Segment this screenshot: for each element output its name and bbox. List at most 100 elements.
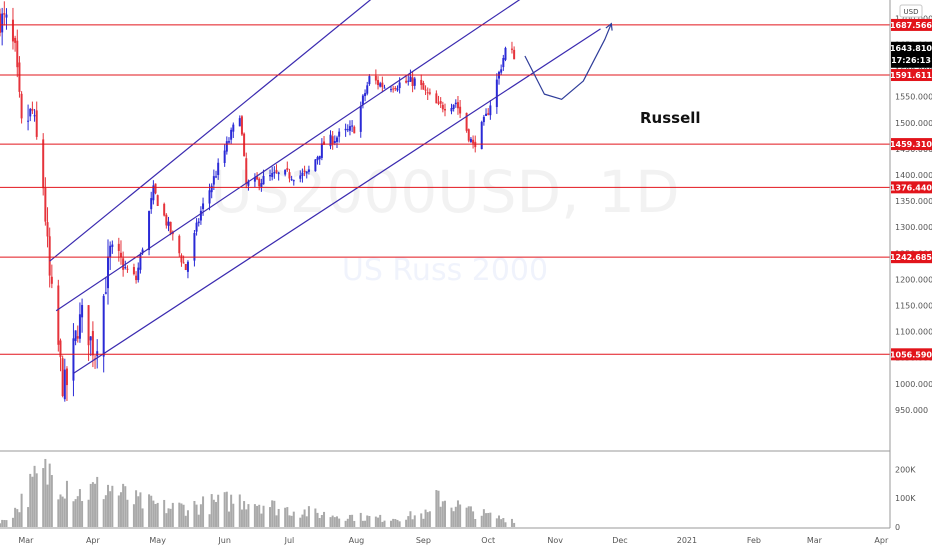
- channel-line[interactable]: [49, 0, 514, 262]
- candle-body[interactable]: [150, 198, 153, 210]
- candle-body[interactable]: [346, 129, 349, 131]
- candle-body[interactable]: [364, 93, 367, 97]
- volume-bar[interactable]: [137, 496, 140, 527]
- candle-body[interactable]: [20, 93, 23, 119]
- candle-body[interactable]: [5, 14, 8, 18]
- candle-body[interactable]: [124, 267, 127, 269]
- volume-bar[interactable]: [109, 491, 112, 527]
- volume-bar[interactable]: [456, 500, 459, 527]
- candle-body[interactable]: [437, 102, 440, 104]
- volume-bar[interactable]: [46, 484, 49, 527]
- volume-bar[interactable]: [16, 509, 19, 527]
- volume-bar[interactable]: [374, 516, 377, 527]
- volume-bar[interactable]: [232, 503, 235, 527]
- volume-bar[interactable]: [335, 516, 338, 527]
- candle-body[interactable]: [102, 295, 105, 357]
- volume-bar[interactable]: [124, 486, 127, 527]
- volume-bar[interactable]: [510, 518, 513, 527]
- candle-body[interactable]: [27, 120, 30, 122]
- candle-body[interactable]: [379, 83, 382, 87]
- candle-body[interactable]: [96, 351, 99, 357]
- candle-body[interactable]: [202, 203, 205, 210]
- candle-body[interactable]: [361, 95, 364, 105]
- volume-bar[interactable]: [338, 518, 341, 527]
- volume-bar[interactable]: [104, 495, 107, 527]
- volume-bar[interactable]: [178, 502, 181, 527]
- volume-bar[interactable]: [87, 499, 90, 527]
- volume-bar[interactable]: [381, 521, 384, 527]
- candle-body[interactable]: [48, 236, 51, 276]
- volume-bar[interactable]: [489, 512, 492, 527]
- volume-bar[interactable]: [195, 504, 198, 527]
- volume-bar[interactable]: [316, 512, 319, 527]
- candle-body[interactable]: [348, 126, 351, 131]
- volume-bar[interactable]: [238, 494, 241, 527]
- volume-bar[interactable]: [344, 520, 347, 527]
- candle-body[interactable]: [426, 92, 429, 94]
- volume-bar[interactable]: [377, 517, 380, 527]
- candle-body[interactable]: [16, 40, 19, 68]
- candle-body[interactable]: [243, 133, 246, 156]
- volume-bar[interactable]: [197, 514, 200, 527]
- candle-body[interactable]: [156, 195, 159, 206]
- candle-body[interactable]: [42, 139, 45, 189]
- volume-bar[interactable]: [135, 490, 138, 527]
- candle-body[interactable]: [169, 221, 172, 234]
- volume-bar[interactable]: [33, 465, 36, 527]
- volume-bar[interactable]: [303, 509, 306, 527]
- candle-body[interactable]: [288, 172, 291, 179]
- volume-bar[interactable]: [329, 517, 332, 527]
- candle-body[interactable]: [359, 105, 362, 132]
- candle-body[interactable]: [111, 244, 114, 247]
- candle-body[interactable]: [63, 369, 66, 400]
- volume-bar[interactable]: [152, 500, 155, 527]
- candle-body[interactable]: [335, 137, 338, 142]
- candle-body[interactable]: [301, 172, 304, 176]
- candle-body[interactable]: [424, 89, 427, 91]
- volume-bar[interactable]: [193, 500, 196, 527]
- candle-body[interactable]: [65, 368, 68, 386]
- volume-bar[interactable]: [225, 491, 228, 527]
- candle-body[interactable]: [223, 150, 226, 163]
- candle-body[interactable]: [504, 47, 507, 60]
- candle-body[interactable]: [135, 275, 138, 281]
- volume-bar[interactable]: [361, 520, 364, 527]
- volume-bar[interactable]: [208, 514, 211, 527]
- volume-bar[interactable]: [333, 517, 336, 527]
- volume-bar[interactable]: [307, 506, 310, 527]
- volume-bar[interactable]: [383, 520, 386, 527]
- candle-body[interactable]: [392, 88, 395, 90]
- candle-body[interactable]: [452, 104, 455, 109]
- candle-body[interactable]: [163, 203, 166, 216]
- candle-body[interactable]: [180, 255, 183, 263]
- volume-bar[interactable]: [78, 489, 81, 527]
- volume-bar[interactable]: [495, 518, 498, 527]
- volume-bar[interactable]: [165, 513, 168, 527]
- volume-bar[interactable]: [437, 490, 440, 527]
- candle-body[interactable]: [141, 249, 144, 254]
- volume-bar[interactable]: [407, 516, 410, 527]
- volume-bar[interactable]: [353, 520, 356, 527]
- candle-body[interactable]: [482, 116, 485, 123]
- channel-line[interactable]: [55, 0, 542, 312]
- volume-bar[interactable]: [14, 507, 17, 527]
- candle-body[interactable]: [351, 125, 354, 127]
- volume-bar[interactable]: [256, 505, 259, 527]
- volume-bar[interactable]: [273, 500, 276, 527]
- volume-bar[interactable]: [0, 523, 1, 527]
- volume-bar[interactable]: [472, 511, 475, 527]
- candle-body[interactable]: [441, 104, 444, 110]
- volume-bar[interactable]: [405, 519, 408, 527]
- candle-body[interactable]: [454, 102, 457, 105]
- candle-body[interactable]: [18, 62, 21, 92]
- candle-body[interactable]: [199, 210, 202, 221]
- volume-bar[interactable]: [301, 514, 304, 527]
- volume-bar[interactable]: [426, 512, 429, 527]
- volume-bar[interactable]: [72, 501, 75, 527]
- volume-bar[interactable]: [212, 499, 215, 527]
- volume-bar[interactable]: [474, 518, 477, 527]
- volume-bar[interactable]: [230, 494, 233, 527]
- volume-bar[interactable]: [91, 482, 94, 527]
- volume-bar[interactable]: [61, 496, 64, 527]
- volume-bar[interactable]: [253, 504, 256, 527]
